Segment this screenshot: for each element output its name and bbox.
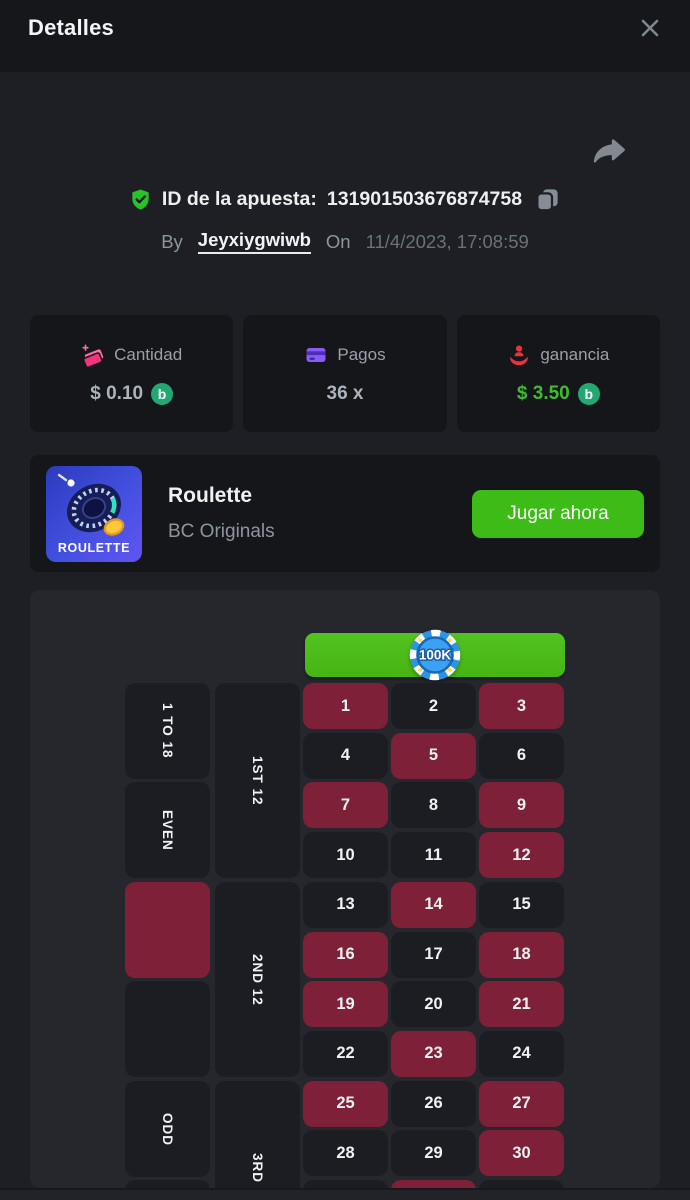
username-link[interactable]: Jeyxiygwiwb: [197, 229, 311, 254]
roulette-number-32[interactable]: 32: [391, 1180, 476, 1188]
roulette-number-15[interactable]: 15: [479, 881, 564, 928]
stat-card-payout: Pagos 36 x: [243, 315, 447, 432]
roulette-number-26[interactable]: 26: [391, 1080, 476, 1127]
bet-3rd12[interactable]: 3RD 12: [215, 1081, 300, 1188]
roulette-number-31[interactable]: 31: [303, 1180, 388, 1188]
roulette-number-33[interactable]: 33: [479, 1180, 564, 1188]
modal-title: Detalles: [28, 15, 114, 40]
by-label: By: [161, 230, 183, 252]
cash-icon: [81, 343, 105, 367]
stat-card-amount: Cantidad $ 0.10 b: [30, 315, 234, 432]
stats-row: Cantidad $ 0.10 b Pagos 36 x: [30, 315, 660, 432]
roulette-number-20[interactable]: 20: [391, 981, 476, 1028]
roulette-number-6[interactable]: 6: [479, 732, 564, 779]
roulette-number-8[interactable]: 8: [391, 782, 476, 829]
roulette-number-5[interactable]: 5: [391, 732, 476, 779]
share-icon[interactable]: [592, 136, 628, 172]
game-thumb-label: ROULETTE: [57, 540, 131, 555]
verified-shield-icon: [129, 188, 152, 211]
bet-id-value: 131901503676874758: [326, 188, 523, 210]
roulette-number-3[interactable]: 3: [479, 683, 564, 729]
stat-value: 36 x: [326, 382, 364, 404]
roulette-number-9[interactable]: 9: [479, 782, 564, 829]
on-label: On: [325, 230, 351, 252]
modal-header: Detalles: [0, 0, 690, 72]
roulette-number-12[interactable]: 12: [479, 832, 564, 879]
close-icon[interactable]: [636, 14, 664, 42]
game-provider: BC Originals: [168, 521, 275, 542]
roulette-number-14[interactable]: 14: [391, 881, 476, 928]
bet-19to36[interactable]: [125, 1180, 210, 1188]
roulette-number-30[interactable]: 30: [479, 1130, 564, 1177]
roulette-number-27[interactable]: 27: [479, 1080, 564, 1127]
roulette-number-25[interactable]: 25: [303, 1080, 388, 1127]
bet-id-label: ID de la apuesta:: [161, 188, 317, 210]
stat-label: ganancia: [540, 344, 610, 364]
chip-amount-label: 100K: [419, 648, 452, 663]
bet-datetime: 11/4/2023, 17:08:59: [365, 230, 529, 252]
copy-icon[interactable]: [534, 186, 561, 213]
roulette-number-16[interactable]: 16: [303, 931, 388, 978]
bc-coin-icon: b: [577, 382, 600, 405]
stat-card-profit: ganancia $ 3.50 b: [456, 315, 660, 432]
roulette-number-17[interactable]: 17: [391, 931, 476, 978]
roulette-number-2[interactable]: 2: [391, 683, 476, 729]
roulette-number-4[interactable]: 4: [303, 732, 388, 779]
roulette-number-7[interactable]: 7: [303, 782, 388, 829]
stat-value: $ 3.50: [516, 382, 570, 404]
roulette-number-19[interactable]: 19: [303, 981, 388, 1028]
hand-person-icon: [507, 343, 531, 367]
bet-chip: 100K: [409, 629, 461, 681]
roulette-number-29[interactable]: 29: [391, 1130, 476, 1177]
stat-label: Pagos: [337, 344, 386, 364]
stat-value: $ 0.10: [90, 382, 144, 404]
roulette-number-22[interactable]: 22: [303, 1030, 388, 1077]
roulette-number-1[interactable]: 1: [303, 683, 388, 729]
stat-label: Cantidad: [114, 344, 183, 364]
roulette-number-23[interactable]: 23: [391, 1030, 476, 1077]
bet-id-row: ID de la apuesta: 131901503676874758: [0, 186, 690, 213]
roulette-number-11[interactable]: 11: [391, 832, 476, 879]
game-card: ROULETTE Roulette BC Originals Jugar aho…: [30, 455, 660, 572]
roulette-board: 100K 1 TO 18 EVEN ODD 1ST 12 2ND 12 3RD …: [30, 590, 660, 1188]
bottom-strip: [0, 1188, 690, 1200]
roulette-number-13[interactable]: 13: [303, 881, 388, 928]
bet-2nd12[interactable]: 2ND 12: [215, 882, 300, 1077]
play-now-button[interactable]: Jugar ahora: [472, 489, 644, 538]
credit-card-icon: [304, 343, 328, 367]
roulette-number-21[interactable]: 21: [479, 981, 564, 1028]
bet-red[interactable]: [125, 882, 210, 978]
roulette-number-24[interactable]: 24: [479, 1030, 564, 1077]
bet-meta-row: By Jeyxiygwiwb On 11/4/2023, 17:08:59: [0, 229, 690, 254]
bc-coin-icon: b: [151, 382, 174, 405]
bet-even[interactable]: EVEN: [125, 782, 210, 878]
bet-1st12[interactable]: 1ST 12: [215, 683, 300, 878]
bet-black[interactable]: [125, 981, 210, 1077]
game-title: Roulette: [168, 484, 252, 507]
bet-1to18[interactable]: 1 TO 18: [125, 683, 210, 779]
roulette-number-18[interactable]: 18: [479, 931, 564, 978]
roulette-number-10[interactable]: 10: [303, 832, 388, 879]
roulette-number-28[interactable]: 28: [303, 1130, 388, 1177]
game-thumbnail[interactable]: ROULETTE: [46, 465, 142, 562]
bet-odd[interactable]: ODD: [125, 1081, 210, 1177]
